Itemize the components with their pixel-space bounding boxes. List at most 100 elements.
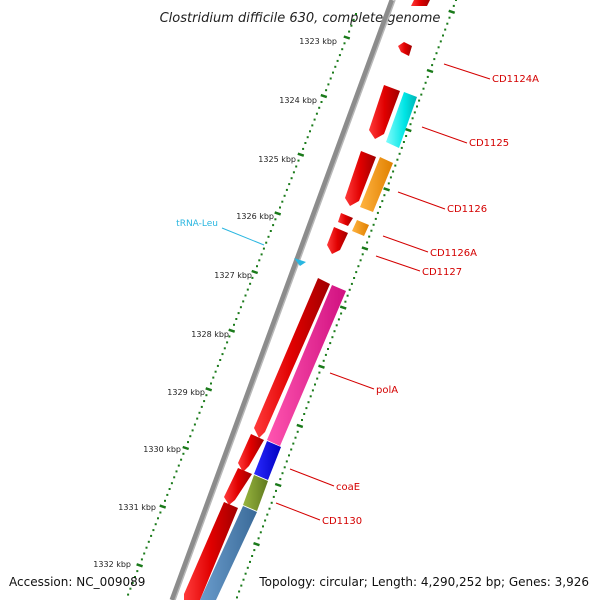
minor-tick <box>336 59 339 62</box>
minor-tick <box>175 470 178 473</box>
gene-labels: CD1124A CD1125 CD1126 CD1126A CD1127 pol… <box>275 63 539 527</box>
minor-tick <box>268 507 271 510</box>
trna-feature: tRNA-Leu <box>176 219 306 266</box>
minor-tick <box>134 576 136 578</box>
minor-tick <box>200 405 203 408</box>
gene-label-cd1130[interactable]: CD1130 <box>322 516 362 527</box>
major-tick <box>426 68 434 74</box>
minor-tick <box>244 294 247 297</box>
minor-tick <box>281 472 284 475</box>
cds-arrow-bottom[interactable] <box>184 502 238 600</box>
minor-tick <box>306 136 309 139</box>
minor-tick <box>343 42 346 45</box>
minor-tick <box>355 13 357 15</box>
minor-tick <box>374 217 377 220</box>
gene-label-coae[interactable]: coaE <box>336 482 360 493</box>
gene-label-cd1124a[interactable]: CD1124A <box>492 74 539 85</box>
minor-tick <box>205 394 208 397</box>
minor-tick <box>348 288 351 291</box>
cog-bar-cd1126a[interactable] <box>352 220 369 236</box>
minor-tick <box>272 224 275 227</box>
minor-tick <box>259 531 262 534</box>
major-tick <box>383 187 390 192</box>
cds-arrow-cd1124a[interactable] <box>398 42 412 56</box>
minor-tick <box>437 46 440 49</box>
minor-tick <box>318 371 321 374</box>
minor-tick <box>311 389 314 392</box>
minor-tick <box>357 265 360 268</box>
minor-tick <box>442 34 444 37</box>
minor-tick <box>191 429 194 432</box>
gene-label-cd1125[interactable]: CD1125 <box>469 138 509 149</box>
major-tick <box>448 9 456 14</box>
minor-tick <box>350 24 353 27</box>
kbp-label: 1328 kbp <box>191 330 229 339</box>
kbp-label: 1323 kbp <box>299 37 337 46</box>
minor-tick <box>396 158 399 161</box>
gene-label-cd1126[interactable]: CD1126 <box>447 204 487 215</box>
cds-arrow-pola[interactable] <box>254 278 330 438</box>
major-tick <box>253 542 260 547</box>
cds-arrow-cd1126a[interactable] <box>338 213 353 226</box>
minor-tick <box>285 188 288 191</box>
cog-bar-next[interactable] <box>200 506 257 600</box>
cds-arrow-cd1127[interactable] <box>327 227 348 254</box>
cds-arrow-cd1130[interactable] <box>224 468 252 505</box>
minor-tick <box>249 560 251 563</box>
cog-bar-cd1130[interactable] <box>243 475 268 511</box>
cds-arrow-top[interactable] <box>411 0 430 6</box>
minor-tick <box>246 566 249 569</box>
minor-tick <box>307 401 310 404</box>
minor-tick <box>196 417 199 420</box>
minor-tick <box>266 513 269 516</box>
minor-tick <box>322 359 325 362</box>
minor-tick <box>212 376 215 379</box>
cog-bar-pola[interactable] <box>267 285 346 446</box>
minor-tick <box>242 578 245 581</box>
minor-tick <box>352 18 355 21</box>
minor-tick <box>303 413 306 415</box>
gene-label-cd1127[interactable]: CD1127 <box>422 267 462 278</box>
minor-tick <box>439 40 442 43</box>
kbp-label: 1332 kbp <box>93 560 131 569</box>
minor-tick <box>283 466 286 469</box>
minor-tick <box>210 382 212 385</box>
minor-tick <box>359 259 362 262</box>
kbp-label: 1327 kbp <box>214 271 252 280</box>
minor-tick <box>341 48 344 51</box>
minor-tick <box>237 312 240 315</box>
trna-leu-arrow[interactable] <box>294 258 306 266</box>
minor-tick <box>189 435 192 438</box>
gene-label-cd1126a[interactable]: CD1126A <box>430 248 477 259</box>
minor-tick <box>333 330 336 333</box>
gene-label-pola[interactable]: polA <box>376 385 398 396</box>
minor-tick <box>279 206 281 209</box>
genome-backbone <box>169 0 396 600</box>
minor-tick <box>305 407 308 410</box>
minor-tick <box>240 584 243 587</box>
minor-tick <box>251 555 254 557</box>
minor-tick <box>348 30 351 33</box>
minor-tick <box>147 540 150 543</box>
minor-tick <box>203 400 206 403</box>
minor-tick <box>338 54 341 57</box>
minor-tick <box>214 370 217 373</box>
minor-tick <box>316 377 319 380</box>
minor-tick <box>332 71 334 74</box>
cog-bar-cd1126[interactable] <box>360 157 393 212</box>
minor-tick <box>329 342 332 345</box>
minor-tick <box>173 476 176 479</box>
cds-arrow-coae[interactable] <box>238 434 264 472</box>
cds-arrow-cd1125[interactable] <box>369 85 400 139</box>
cog-bar-coae[interactable] <box>254 441 281 480</box>
cds-arrow-cd1126[interactable] <box>345 151 376 206</box>
minor-tick <box>136 570 139 573</box>
minor-tick <box>249 282 252 285</box>
major-tick <box>205 387 213 392</box>
minor-tick <box>193 423 196 426</box>
minor-tick <box>418 99 421 102</box>
cog-bar-cd1125[interactable] <box>386 92 417 148</box>
minor-tick <box>154 523 157 526</box>
minor-tick <box>309 395 312 398</box>
